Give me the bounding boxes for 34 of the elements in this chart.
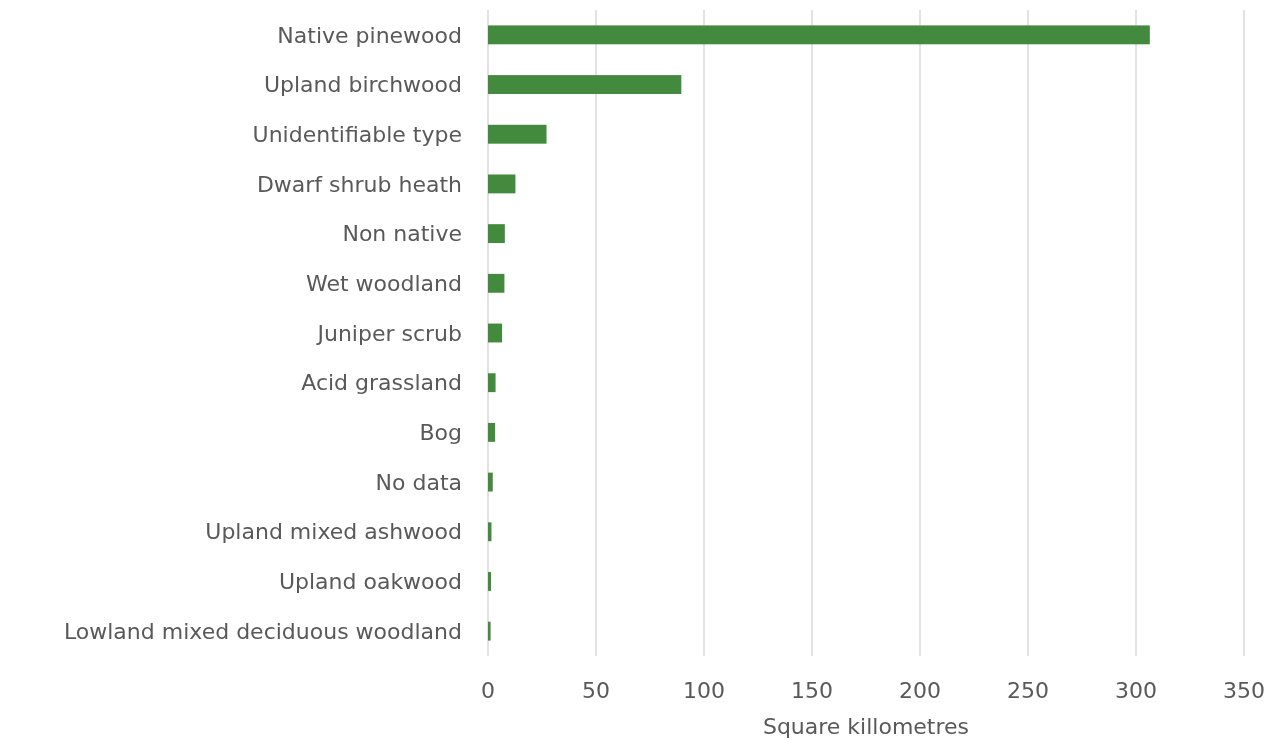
y-tick-label: Native pinewood (277, 22, 462, 48)
y-tick-label: Unidentifiable type (252, 121, 462, 147)
bar (488, 273, 505, 293)
x-tick-label: 350 (1223, 678, 1265, 703)
x-tick-label: 50 (582, 678, 610, 703)
y-tick-label: Upland birchwood (263, 72, 462, 98)
y-tick-label: Upland mixed ashwood (205, 519, 462, 545)
bar (488, 373, 496, 393)
bar (488, 25, 1150, 45)
y-tick-label: Bog (419, 420, 462, 446)
bar (488, 124, 547, 144)
bar (488, 621, 491, 641)
x-axis-title: Square killometres (762, 714, 970, 739)
y-tick-label: Lowland mixed deciduous woodland (63, 618, 462, 644)
bar (488, 422, 496, 442)
bar (488, 572, 492, 591)
y-tick-label: Non native (342, 221, 462, 247)
x-tick-label: 300 (1115, 678, 1157, 703)
y-tick-label: No data (375, 469, 462, 495)
bar (488, 323, 503, 343)
x-tick-label: 250 (1007, 678, 1049, 703)
x-tick-label: 200 (899, 678, 941, 703)
bar (488, 174, 516, 194)
y-tick-label: Acid grassland (301, 370, 462, 396)
y-tick-label: Wet woodland (306, 271, 462, 297)
x-tick-label: 0 (481, 678, 495, 703)
y-tick-label: Juniper scrub (315, 320, 462, 346)
x-tick-label: 150 (791, 678, 833, 703)
bar (488, 75, 682, 94)
bar (488, 224, 505, 244)
x-tick-label: 100 (683, 678, 725, 703)
y-tick-label: Upland oakwood (278, 569, 462, 595)
bar (488, 472, 493, 492)
y-tick-label: Dwarf shrub heath (256, 171, 462, 197)
